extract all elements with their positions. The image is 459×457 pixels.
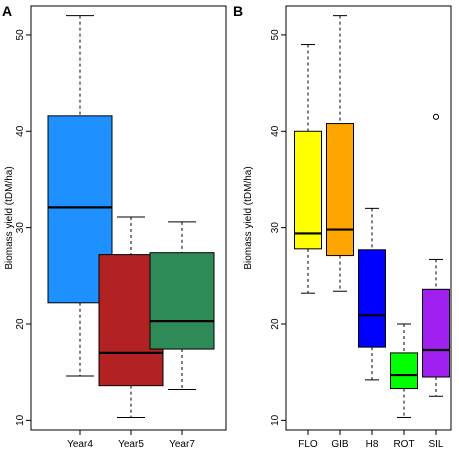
panel-a-marks: 10 20 30 40 50 Year4 Year5 Year7	[15, 15, 215, 450]
panel-b-outlier-point	[432, 113, 440, 120]
panel-b-y-axis-label: Biomass yield (tDM/ha)	[243, 166, 254, 269]
panel-a-x-tick-label: Year5	[118, 439, 144, 450]
panel-b-x-tick-label: ROT	[393, 439, 414, 450]
panel-b-y-tick-label: 20	[270, 318, 281, 330]
panel-a-y-tick-label: 40	[15, 125, 26, 137]
panel-a-x-tick-label: Year4	[67, 439, 93, 450]
panel-a-x-tick-label: Year7	[169, 439, 195, 450]
panel-b: B Biomass yield (tDM/ha) 10 20 30 40 50 FLO GI…	[233, 3, 452, 450]
panel-b-box	[294, 130, 322, 250]
panel-a-y-tick-label: 30	[15, 222, 26, 234]
panel-b-x-tick-label: SIL	[428, 439, 443, 450]
panel-a-plot-frame	[30, 5, 227, 431]
panel-b-box	[390, 352, 418, 390]
panel-b-x-tick-label: FLO	[298, 439, 318, 450]
panel-b-y-tick-label: 40	[270, 125, 281, 137]
panel-a-y-tick-label: 20	[15, 318, 26, 330]
panel-a-y-axis-label: Biomass yield (tDM/ha)	[4, 166, 15, 269]
panel-a-y-tick-label: 10	[15, 414, 26, 426]
panel-b-plot-frame	[285, 5, 452, 431]
panel-b-y-tick-label: 10	[270, 414, 281, 426]
panel-b-y-tick-label: 50	[270, 29, 281, 41]
panel-a-label: A	[2, 3, 12, 19]
panel-b-label: B	[233, 3, 243, 19]
panel-a: A Biomass yield (tDM/ha) 10 20 30 40 50 Year4…	[2, 3, 227, 450]
panel-b-x-tick-label: GIB	[331, 439, 349, 450]
panel-b-box	[358, 249, 386, 348]
panel-b-y-tick-label: 30	[270, 222, 281, 234]
panel-b-box	[422, 288, 450, 378]
panel-b-x-tick-label: H8	[366, 439, 379, 450]
panel-a-box	[149, 252, 215, 350]
panel-b-marks: 10 20 30 40 50 FLO GIB H8 ROT SIL	[270, 15, 450, 450]
panel-a-y-tick-label: 50	[15, 29, 26, 41]
panel-b-box	[326, 123, 354, 257]
